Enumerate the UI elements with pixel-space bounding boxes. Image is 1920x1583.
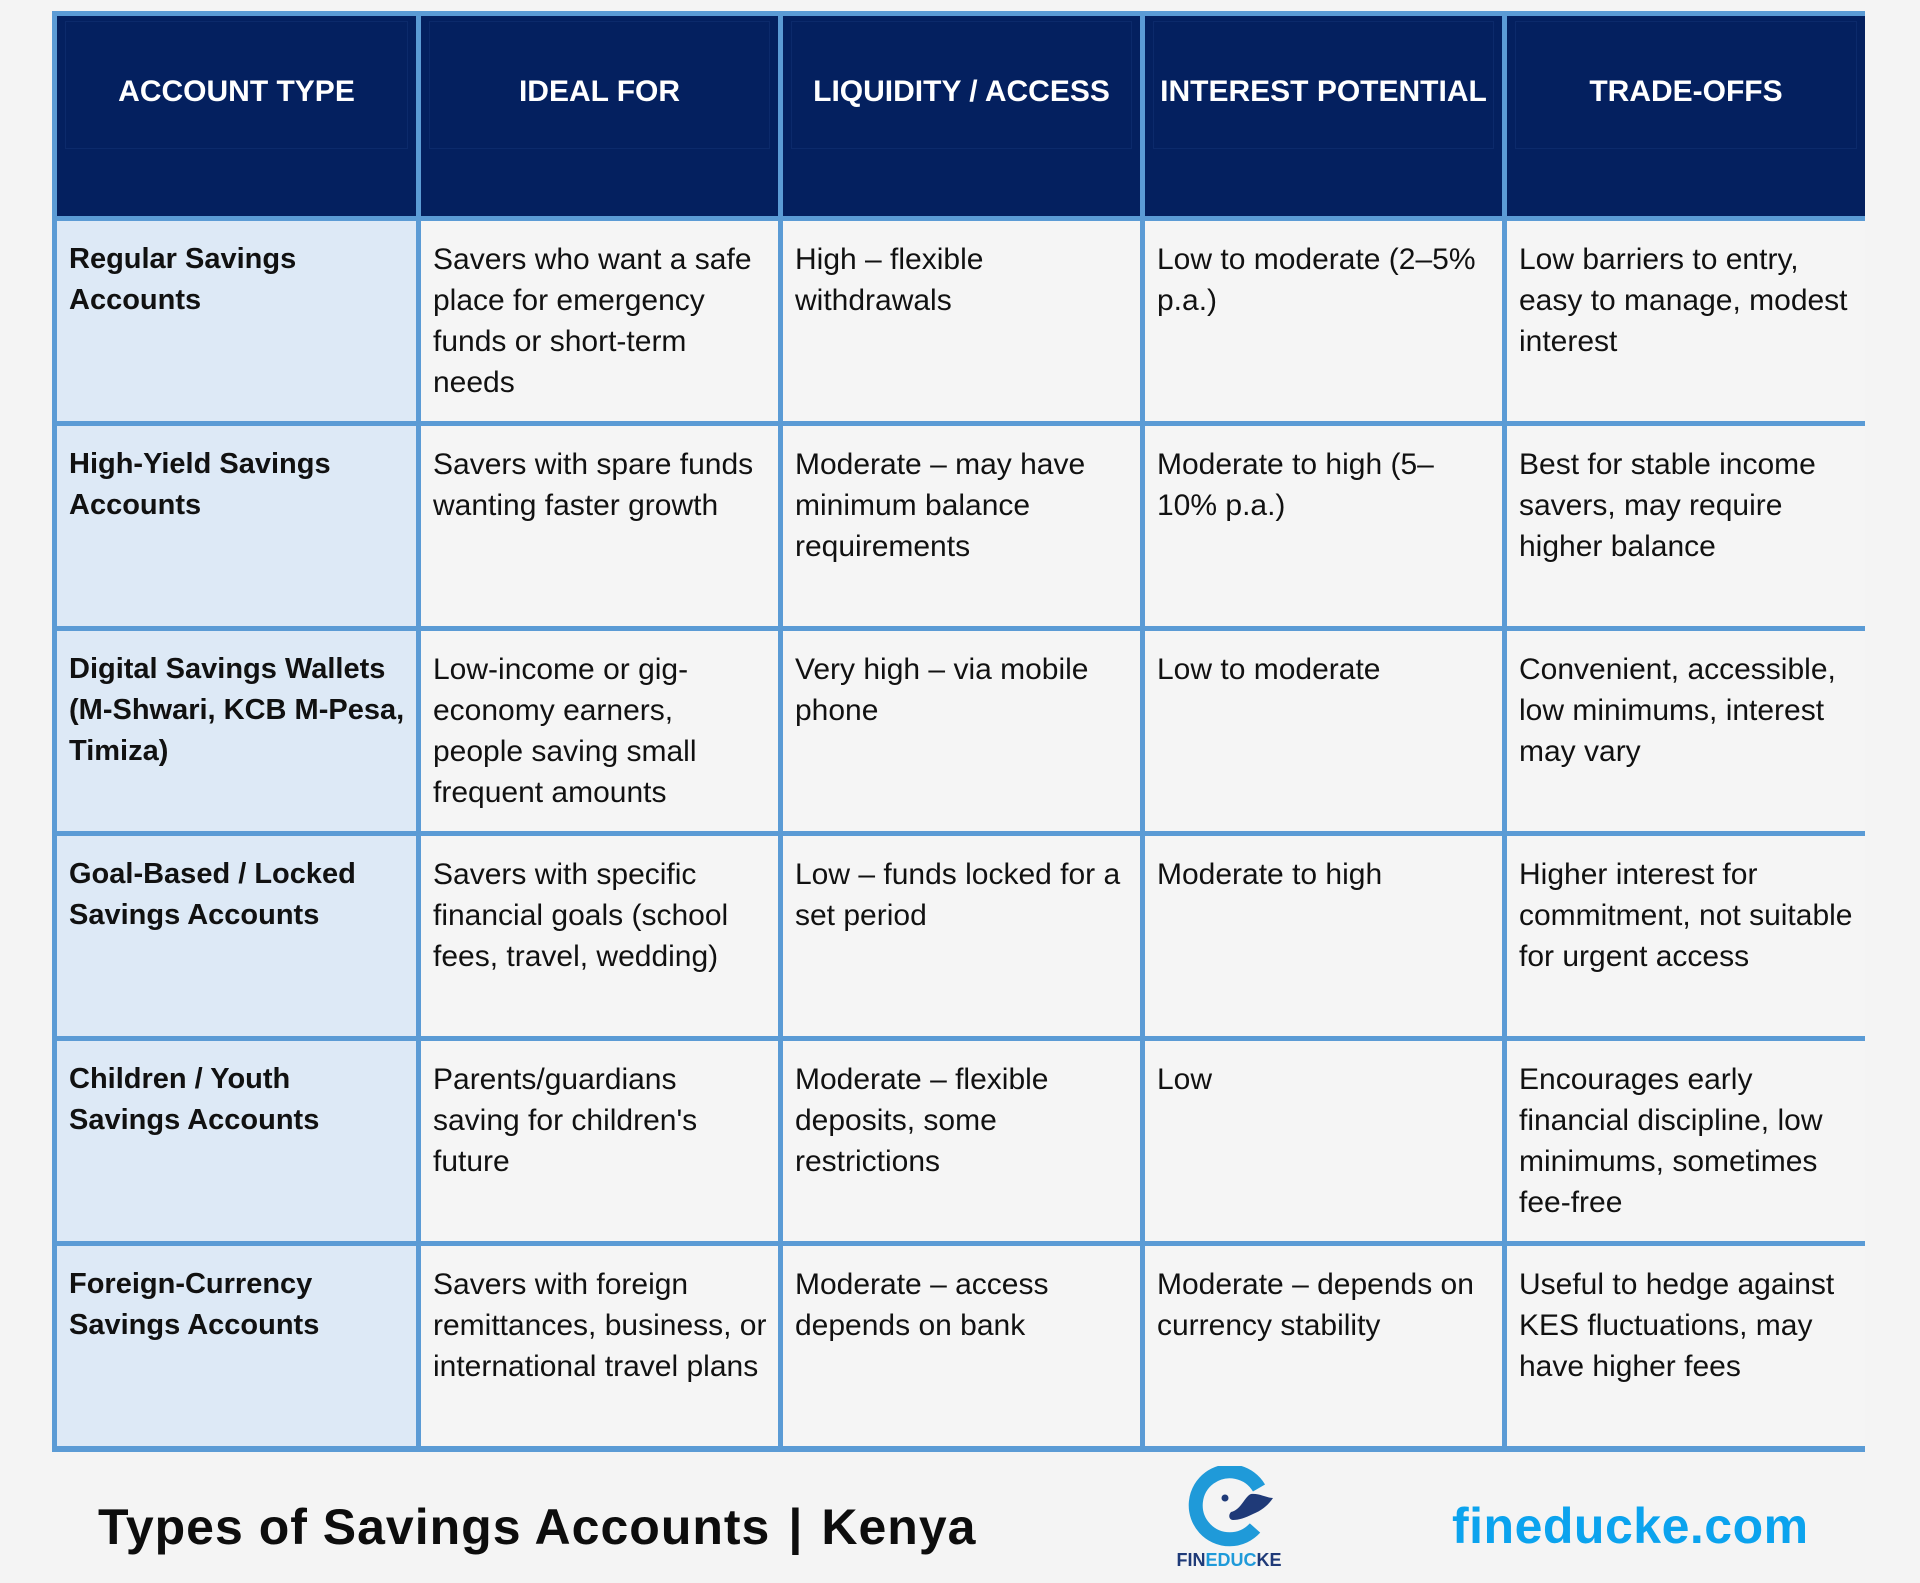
- cell-account-type: Foreign-Currency Savings Accounts: [57, 1246, 416, 1446]
- cell-ideal-for: Savers with specific financial goals (sc…: [421, 836, 778, 1036]
- cell-tradeoffs: Useful to hedge against KES fluctuations…: [1507, 1246, 1865, 1446]
- duck-head-logo-icon: [1188, 1466, 1273, 1547]
- logo-text-ke: KE: [1256, 1550, 1282, 1570]
- footer-title-country: Kenya: [821, 1499, 977, 1555]
- cell-interest: Moderate – depends on currency stability: [1145, 1246, 1502, 1446]
- cell-ideal-for: Savers who want a safe place for emergen…: [421, 221, 778, 421]
- logo-text-fin: FIN: [1176, 1550, 1206, 1570]
- header-trade-offs: TRADE-OFFS: [1507, 16, 1865, 216]
- cell-interest: Low: [1145, 1041, 1502, 1241]
- savings-accounts-table: ACCOUNT TYPE IDEAL FOR LIQUIDITY / ACCES…: [52, 11, 1865, 1452]
- cell-liquidity: Very high – via mobile phone: [783, 631, 1140, 831]
- cell-account-type: Children / Youth Savings Accounts: [57, 1041, 416, 1241]
- header-account-type: ACCOUNT TYPE: [57, 16, 416, 216]
- site-url-link[interactable]: fineducke.com: [1452, 1498, 1809, 1554]
- cell-liquidity: Low – funds locked for a set period: [783, 836, 1140, 1036]
- cell-tradeoffs: Encourages early financial discipline, l…: [1507, 1041, 1865, 1241]
- logo-text-educ: EDUC: [1205, 1550, 1257, 1570]
- cell-account-type: High-Yield Savings Accounts: [57, 426, 416, 626]
- cell-liquidity: Moderate – may have minimum balance requ…: [783, 426, 1140, 626]
- cell-ideal-for: Savers with foreign remittances, busines…: [421, 1246, 778, 1446]
- cell-ideal-for: Low-income or gig-economy earners, peopl…: [421, 631, 778, 831]
- cell-ideal-for: Savers with spare funds wanting faster g…: [421, 426, 778, 626]
- header-liquidity-access: LIQUIDITY / ACCESS: [783, 16, 1140, 216]
- logo-wordmark: FINEDUCKE: [1166, 1550, 1292, 1571]
- cell-tradeoffs: Low barriers to entry, easy to manage, m…: [1507, 221, 1865, 421]
- cell-account-type: Regular Savings Accounts: [57, 221, 416, 421]
- table-grid: ACCOUNT TYPE IDEAL FOR LIQUIDITY / ACCES…: [57, 16, 1865, 1447]
- cell-interest: Moderate to high (5–10% p.a.): [1145, 426, 1502, 626]
- cell-interest: Low to moderate: [1145, 631, 1502, 831]
- header-label: IDEAL FOR: [429, 21, 770, 149]
- header-label: ACCOUNT TYPE: [65, 21, 408, 149]
- cell-tradeoffs: Best for stable income savers, may requi…: [1507, 426, 1865, 626]
- header-ideal-for: IDEAL FOR: [421, 16, 778, 216]
- footer-title-separator: |: [788, 1499, 804, 1555]
- cell-account-type: Digital Savings Wallets (M-Shwari, KCB M…: [57, 631, 416, 831]
- fineducke-logo: FINEDUCKE: [1166, 1466, 1292, 1576]
- cell-interest: Moderate to high: [1145, 836, 1502, 1036]
- cell-liquidity: Moderate – flexible deposits, some restr…: [783, 1041, 1140, 1241]
- cell-interest: Low to moderate (2–5% p.a.): [1145, 221, 1502, 421]
- cell-liquidity: High – flexible withdrawals: [783, 221, 1140, 421]
- header-label: TRADE-OFFS: [1515, 21, 1857, 149]
- cell-ideal-for: Parents/guardians saving for children's …: [421, 1041, 778, 1241]
- footer-title-main: Types of Savings Accounts: [98, 1499, 771, 1555]
- cell-tradeoffs: Convenient, accessible, low minimums, in…: [1507, 631, 1865, 831]
- header-label: INTEREST POTENTIAL: [1153, 21, 1494, 149]
- header-interest-potential: INTEREST POTENTIAL: [1145, 16, 1502, 216]
- footer-title: Types of Savings Accounts | Kenya: [98, 1498, 976, 1556]
- cell-account-type: Goal-Based / Locked Savings Accounts: [57, 836, 416, 1036]
- cell-liquidity: Moderate – access depends on bank: [783, 1246, 1140, 1446]
- header-label: LIQUIDITY / ACCESS: [791, 21, 1132, 149]
- cell-tradeoffs: Higher interest for commitment, not suit…: [1507, 836, 1865, 1036]
